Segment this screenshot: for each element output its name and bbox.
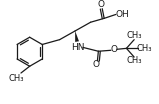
Text: CH₃: CH₃ (126, 31, 142, 40)
Text: O: O (110, 45, 117, 54)
Text: OH: OH (116, 10, 129, 19)
Text: CH₃: CH₃ (136, 44, 152, 53)
Text: HN: HN (71, 43, 85, 52)
Polygon shape (75, 31, 79, 42)
Text: CH₃: CH₃ (126, 56, 142, 65)
Text: O: O (98, 0, 105, 9)
Text: CH₃: CH₃ (8, 74, 24, 83)
Text: O: O (93, 60, 100, 69)
